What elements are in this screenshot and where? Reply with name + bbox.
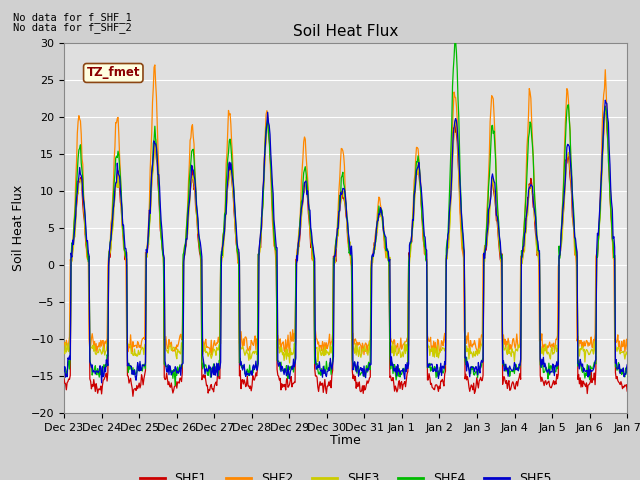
Legend: SHF1, SHF2, SHF3, SHF4, SHF5: SHF1, SHF2, SHF3, SHF4, SHF5	[134, 467, 557, 480]
Text: No data for f_SHF_1: No data for f_SHF_1	[13, 12, 132, 23]
Y-axis label: Soil Heat Flux: Soil Heat Flux	[12, 185, 25, 271]
Text: No data for f_SHF_2: No data for f_SHF_2	[13, 22, 132, 33]
X-axis label: Time: Time	[330, 434, 361, 447]
Title: Soil Heat Flux: Soil Heat Flux	[293, 24, 398, 39]
Bar	[64, 43, 627, 191]
Text: TZ_fmet: TZ_fmet	[86, 66, 140, 80]
